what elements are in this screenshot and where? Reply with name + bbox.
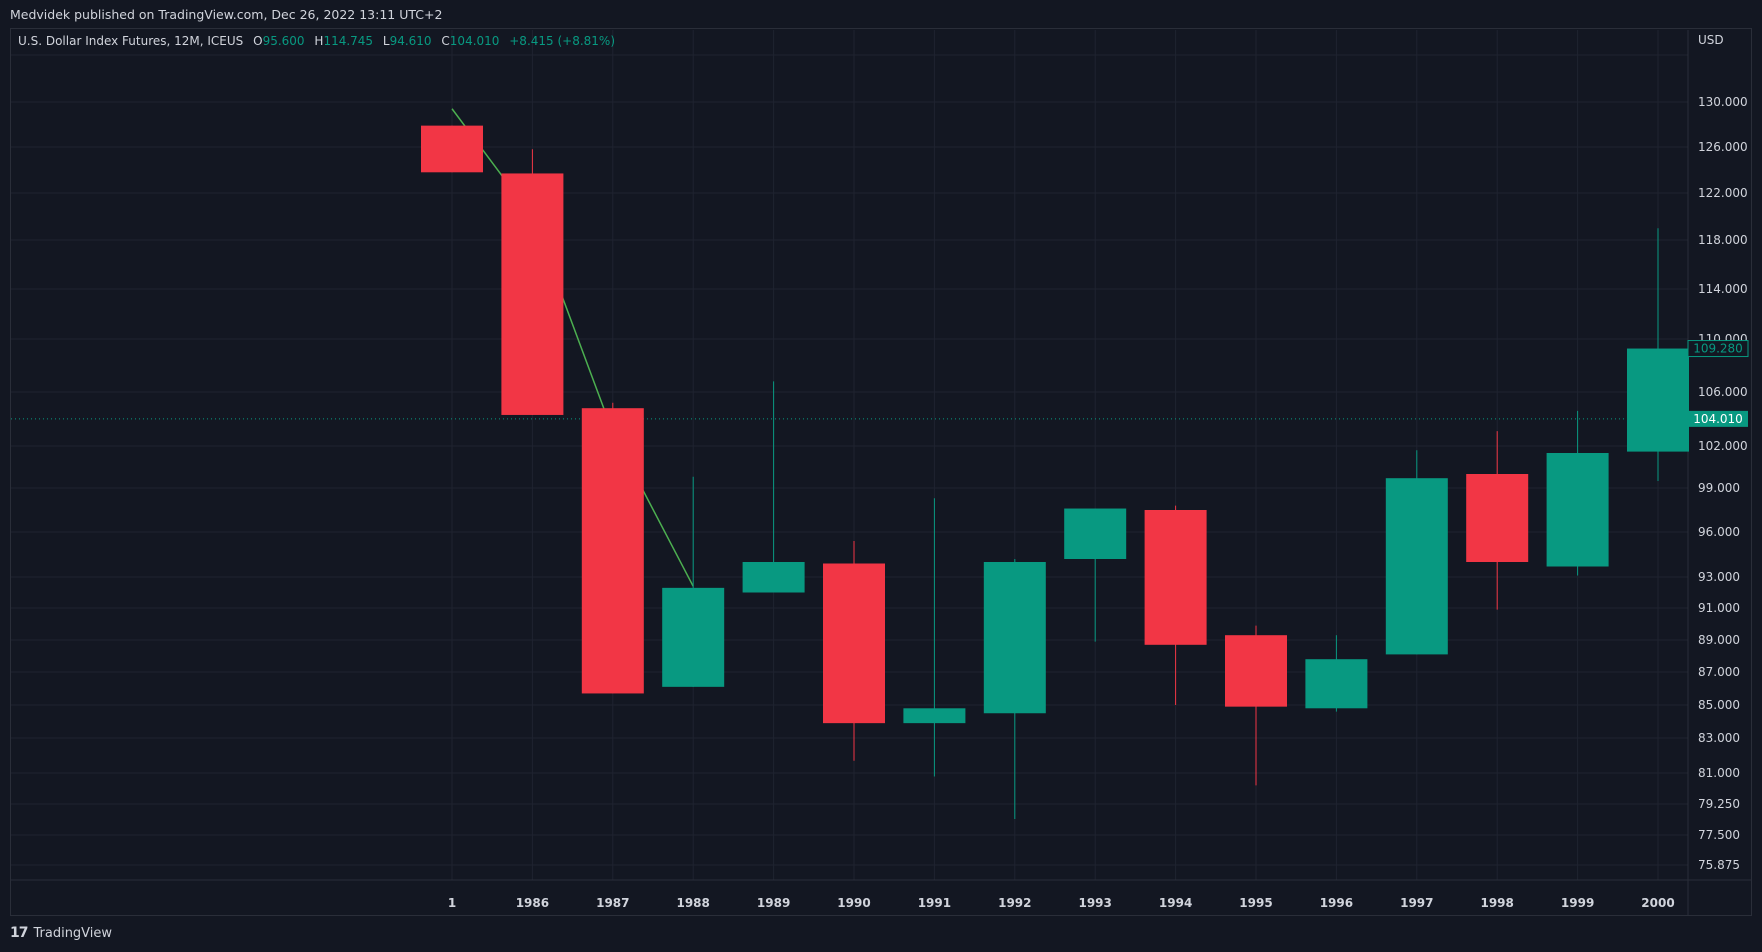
candle-body bbox=[1225, 635, 1287, 707]
open-label: O bbox=[253, 34, 263, 48]
published-text: Medvidek published on TradingView.com, D… bbox=[10, 7, 443, 22]
candle-body bbox=[1385, 478, 1448, 655]
last-candle-marker-label: 109.280 bbox=[1693, 342, 1743, 356]
time-tick-label: 1999 bbox=[1561, 896, 1594, 910]
candle-1995 bbox=[1225, 625, 1287, 786]
candle-body bbox=[662, 587, 725, 687]
candle-body bbox=[983, 562, 1046, 714]
candle-body bbox=[421, 125, 483, 173]
candle-1993 bbox=[1064, 508, 1127, 642]
time-tick-label: 1992 bbox=[998, 896, 1031, 910]
grid-lines bbox=[11, 30, 1752, 916]
price-tick-label: 85.000 bbox=[1698, 698, 1740, 712]
candle-1986 bbox=[501, 149, 564, 415]
close-value: 104.010 bbox=[449, 34, 500, 48]
time-tick-label: 1987 bbox=[596, 896, 629, 910]
candle-1994 bbox=[1144, 505, 1207, 705]
time-tick-label: 1997 bbox=[1400, 896, 1433, 910]
price-tick-label: 77.500 bbox=[1698, 828, 1740, 842]
candle-1990 bbox=[823, 541, 885, 761]
candle-body bbox=[501, 173, 564, 415]
time-tick-label: 1998 bbox=[1480, 896, 1513, 910]
candle-body bbox=[823, 563, 885, 724]
price-tick-label: 122.000 bbox=[1698, 186, 1748, 200]
time-tick-label: 2000 bbox=[1641, 896, 1674, 910]
price-tick-label: 93.000 bbox=[1698, 570, 1740, 584]
brand-name: TradingView bbox=[33, 925, 113, 941]
candle-1987 bbox=[581, 402, 644, 694]
price-tick-label: 126.000 bbox=[1698, 140, 1748, 154]
price-tick-label: 75.875 bbox=[1698, 858, 1740, 872]
price-tick-label: 106.000 bbox=[1698, 385, 1748, 399]
price-tick-label: 114.000 bbox=[1698, 282, 1748, 296]
candle-1992 bbox=[983, 559, 1046, 820]
open-value: 95.600 bbox=[262, 34, 305, 48]
candle-body bbox=[903, 708, 966, 724]
time-axis: 1 1986 1987 1988 1989 1990 1991 1992 1993 1994 199… bbox=[448, 896, 1675, 910]
last-candle-marker bbox=[1687, 340, 1749, 358]
time-tick-label: 1996 bbox=[1320, 896, 1353, 910]
candle-body bbox=[1627, 348, 1689, 452]
line-series-path bbox=[451, 108, 694, 587]
line-series bbox=[451, 108, 694, 587]
published-header: Medvidek published on TradingView.com, D… bbox=[0, 0, 1762, 28]
price-tick-label: 87.000 bbox=[1698, 665, 1740, 679]
candle-body bbox=[1546, 453, 1609, 567]
time-tick-label: 1989 bbox=[757, 896, 790, 910]
footer[interactable]: 17 TradingView bbox=[10, 920, 112, 946]
candle-2000 bbox=[1627, 228, 1689, 481]
time-tick-label: 1988 bbox=[676, 896, 709, 910]
price-tick-label: 130.000 bbox=[1698, 95, 1748, 109]
candle-body bbox=[581, 408, 644, 694]
current-price-marker bbox=[1688, 410, 1748, 427]
candle-body bbox=[1466, 474, 1529, 562]
price-tick-label: 96.000 bbox=[1698, 525, 1740, 539]
time-tick-label: 1994 bbox=[1159, 896, 1192, 910]
price-tick-label: 118.000 bbox=[1698, 233, 1748, 247]
candle-1997 bbox=[1385, 450, 1448, 655]
candle-1998 bbox=[1466, 431, 1529, 610]
candle-body bbox=[1144, 510, 1207, 645]
price-tick-label: 79.250 bbox=[1698, 797, 1740, 811]
symbol-legend: U.S. Dollar Index Futures, 12M, ICEUS O9… bbox=[18, 34, 615, 48]
high-value: 114.745 bbox=[323, 34, 374, 48]
price-tick-label: 89.000 bbox=[1698, 633, 1740, 647]
candle-body bbox=[1064, 508, 1127, 559]
time-tick-label: 1990 bbox=[837, 896, 870, 910]
candle-1988 bbox=[662, 476, 725, 687]
time-tick-label: 1986 bbox=[516, 896, 549, 910]
candle-body bbox=[1305, 659, 1368, 709]
low-value: 94.610 bbox=[389, 34, 432, 48]
candle-1 bbox=[421, 125, 483, 173]
candle-body bbox=[742, 562, 805, 593]
change-value: +8.415 (+8.81%) bbox=[509, 34, 616, 48]
candle-1991 bbox=[903, 498, 966, 777]
candle-1989 bbox=[742, 381, 805, 593]
price-tick-label: 81.000 bbox=[1698, 766, 1740, 780]
tradingview-logo-icon: 17 bbox=[10, 925, 29, 941]
price-tick-label: 99.000 bbox=[1698, 481, 1740, 495]
current-price-marker-label: 104.010 bbox=[1693, 412, 1743, 426]
time-tick-label: 1991 bbox=[918, 896, 951, 910]
candle-1999 bbox=[1546, 410, 1609, 576]
high-label: H bbox=[314, 34, 324, 48]
time-tick-label: 1995 bbox=[1239, 896, 1272, 910]
price-markers: 109.280 104.010 bbox=[1687, 340, 1749, 427]
candles bbox=[421, 125, 1689, 820]
symbol-name: U.S. Dollar Index Futures, 12M, ICEUS bbox=[18, 34, 244, 48]
price-tick-label: 91.000 bbox=[1698, 601, 1740, 615]
currency-label: USD bbox=[1698, 33, 1724, 47]
price-axis: USD130.000126.000122.000118.000114.00011… bbox=[1698, 33, 1748, 872]
candle-1996 bbox=[1305, 635, 1368, 712]
price-tick-label: 83.000 bbox=[1698, 731, 1740, 745]
low-label: L bbox=[382, 34, 390, 48]
close-label: C bbox=[441, 34, 450, 48]
chart-frame bbox=[10, 28, 1752, 916]
time-tick-label: 1993 bbox=[1078, 896, 1111, 910]
time-tick-label: 1 bbox=[448, 896, 456, 910]
price-tick-label: 102.000 bbox=[1698, 439, 1748, 453]
